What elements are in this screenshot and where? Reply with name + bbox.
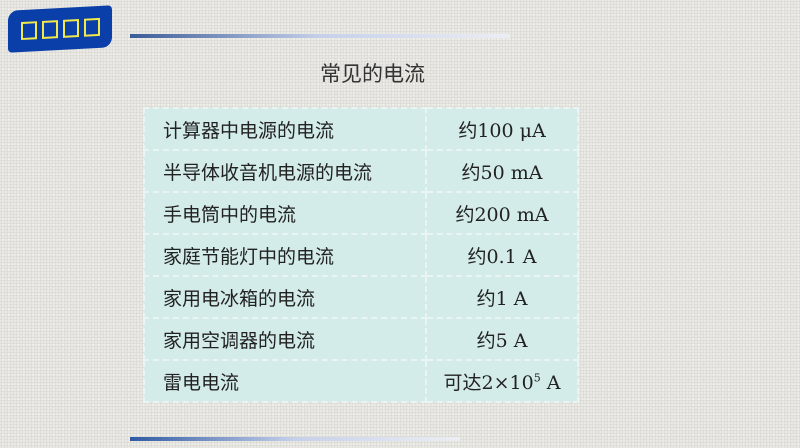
divider-bottom (130, 437, 460, 441)
glyph-box-icon (62, 19, 79, 38)
current-table: 计算器中电源的电流 约100 μA 半导体收音机电源的电流 约50 mA 手电筒中的… (143, 107, 579, 403)
lightning-value: 可达2×105 A (425, 359, 579, 403)
table-row: 手电筒中的电流 约200 mA (143, 191, 579, 235)
page-title: 常见的电流 (320, 62, 425, 86)
table-row: 家用空调器的电流 约5 A (143, 317, 579, 361)
divider-top (130, 34, 510, 38)
glyph-box-icon (83, 17, 100, 37)
table-row: 半导体收音机电源的电流 约50 mA (143, 149, 579, 193)
glyph-box-icon (20, 21, 37, 41)
table-row: 家庭节能灯中的电流 约0.1 A (143, 233, 579, 277)
glyph-box-icon (41, 20, 58, 39)
table-row: 计算器中电源的电流 约100 μA (143, 107, 579, 151)
section-badge (8, 5, 112, 53)
table-row: 家用电冰箱的电流 约1 A (143, 275, 579, 319)
table-row: 雷电电流 可达2×105 A (143, 359, 579, 403)
